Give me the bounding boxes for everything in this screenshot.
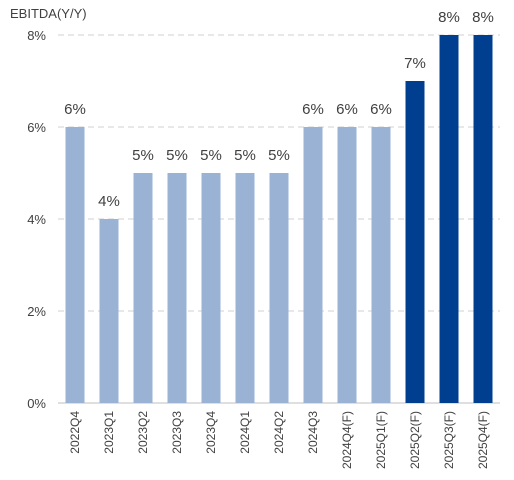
bar <box>439 35 459 403</box>
data-label: 8% <box>472 9 494 26</box>
data-label: 5% <box>268 147 290 164</box>
x-tick-label: 2023Q1 <box>102 411 116 454</box>
data-label: 4% <box>98 193 120 210</box>
y-tick-label: 8% <box>27 28 46 43</box>
y-axis-label: EBITDA(Y/Y) <box>10 6 87 21</box>
bar <box>99 219 119 403</box>
bar <box>303 127 323 403</box>
x-tick-label: 2024Q3 <box>306 411 320 454</box>
data-label: 5% <box>166 147 188 164</box>
data-label: 6% <box>64 101 86 118</box>
x-tick-label: 2023Q4 <box>204 411 218 454</box>
x-tick-label: 2025Q4(F) <box>476 411 490 469</box>
x-tick-label: 2025Q1(F) <box>374 411 388 469</box>
x-tick-label: 2022Q4 <box>68 411 82 454</box>
data-label: 7% <box>404 55 426 72</box>
bar <box>269 173 289 403</box>
bar <box>337 127 357 403</box>
bar <box>133 173 153 403</box>
x-tick-label: 2024Q2 <box>272 411 286 454</box>
y-tick-label: 6% <box>27 120 46 135</box>
x-tick-label: 2025Q3(F) <box>442 411 456 469</box>
bar <box>371 127 391 403</box>
data-label: 8% <box>438 9 460 26</box>
data-label: 6% <box>370 101 392 118</box>
data-label: 5% <box>200 147 222 164</box>
x-tick-label: 2024Q1 <box>238 411 252 454</box>
y-tick-label: 0% <box>27 396 46 411</box>
x-tick-label: 2024Q4(F) <box>340 411 354 469</box>
bar <box>201 173 221 403</box>
x-tick-label: 2023Q2 <box>136 411 150 454</box>
x-tick-label: 2023Q3 <box>170 411 184 454</box>
data-label: 6% <box>302 101 324 118</box>
bar <box>235 173 255 403</box>
x-tick-label: 2025Q2(F) <box>408 411 422 469</box>
y-tick-label: 2% <box>27 304 46 319</box>
bar <box>473 35 493 403</box>
bar <box>65 127 85 403</box>
bar <box>167 173 187 403</box>
data-label: 5% <box>132 147 154 164</box>
bar <box>405 81 425 403</box>
data-label: 5% <box>234 147 256 164</box>
y-tick-label: 4% <box>27 212 46 227</box>
data-label: 6% <box>336 101 358 118</box>
